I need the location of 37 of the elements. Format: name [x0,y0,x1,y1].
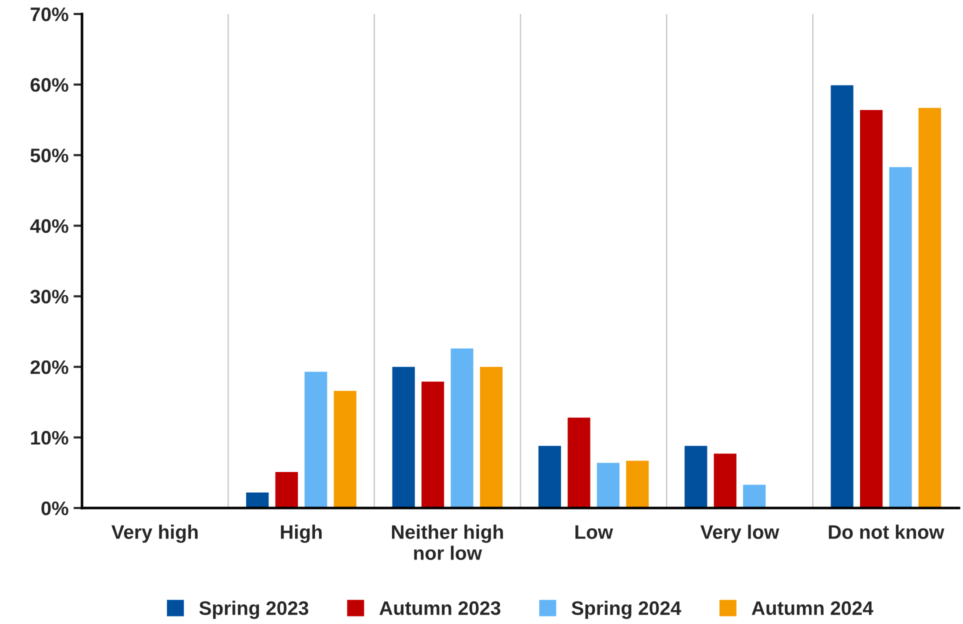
y-tick-label: 60% [30,78,68,92]
x-tick-label: High [280,524,322,543]
bar [478,365,504,508]
bar [829,84,855,508]
x-tick-label: Neither high nor low [392,524,503,560]
bar [390,365,416,508]
bar [858,108,884,508]
x-tick-label: Do not know [828,524,944,539]
bar [332,389,358,508]
bar [244,491,270,508]
y-tick-label: 0% [41,501,68,516]
y-tick-label: 10% [31,430,68,445]
bar [742,483,768,508]
y-tick-label: 30% [30,290,68,304]
bar [449,347,475,508]
bar [537,444,562,508]
x-tick-label: Low [575,525,614,539]
y-tick-label: 50% [30,148,68,162]
y-tick-label: 20% [30,360,68,374]
y-tick-label: 40% [30,219,68,233]
bar [712,452,738,508]
legend-label: Autumn 2024 [752,601,874,616]
bar [888,166,914,508]
legend-label: Autumn 2023 [379,601,500,616]
legend-label: Spring 2024 [572,600,682,619]
x-tick-label: Very low [700,524,780,543]
bar [274,470,300,508]
bar [683,444,709,508]
y-tick-label: 70% [30,7,68,22]
bar [566,416,592,508]
legend-label: Spring 2023 [199,600,308,619]
bar [624,459,650,508]
bar [420,380,446,508]
bar [596,461,621,508]
x-tick-label: Very high [111,524,198,543]
bar [303,370,329,508]
bar [917,106,942,508]
